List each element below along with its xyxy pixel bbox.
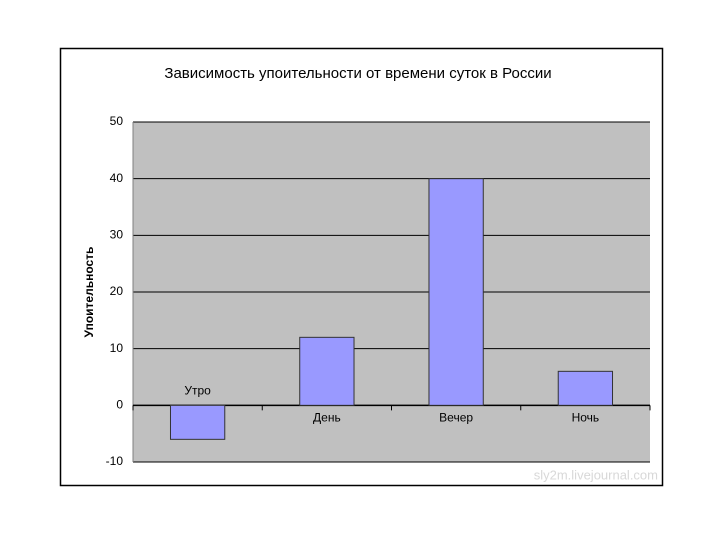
- bar: [169, 404, 226, 440]
- x-tick-label: Вечер: [439, 411, 473, 425]
- y-tick-label: 30: [110, 228, 124, 242]
- y-tick-label: 20: [110, 284, 124, 298]
- bar: [557, 370, 614, 406]
- x-tick-label: Утро: [184, 384, 211, 398]
- y-tick-label: 40: [110, 171, 124, 185]
- y-tick-label: -10: [106, 454, 124, 468]
- y-tick-label: 0: [116, 398, 123, 412]
- bar: [428, 178, 484, 406]
- x-tick-label: Ночь: [572, 411, 600, 425]
- x-tick-label: День: [313, 411, 341, 425]
- bar: [299, 336, 355, 406]
- y-tick-label: 10: [110, 341, 124, 355]
- chart-title: Зависимость упоительности от времени сут…: [164, 65, 551, 82]
- y-axis-label: Упоительность: [82, 247, 96, 338]
- y-tick-label: 50: [110, 114, 124, 128]
- watermark: sly2m.livejournal.com: [534, 467, 658, 482]
